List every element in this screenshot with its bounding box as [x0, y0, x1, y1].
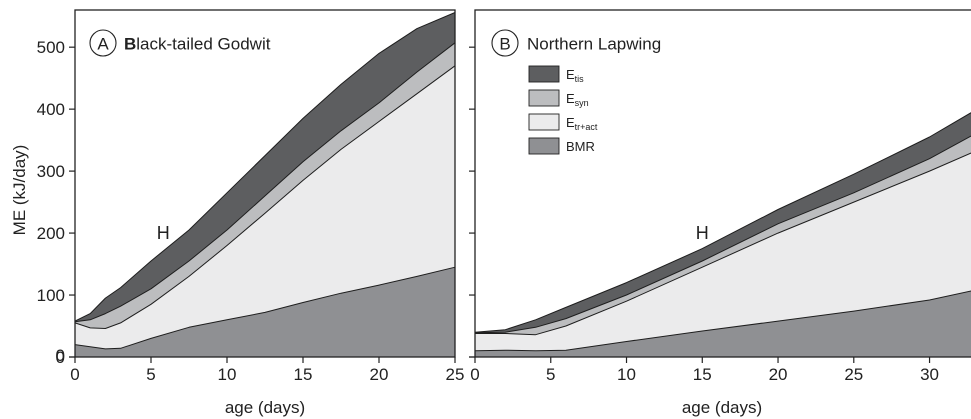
legend-label-e-syn: Esyn: [566, 91, 589, 108]
panel-a-x-axis-label: age (days): [225, 398, 305, 417]
panel-b-ticks: 0 5 10 15 20 25 30: [469, 46, 939, 384]
panel-b-area-e-tr-act: [474, 152, 971, 358]
legend-label-e-tis-base: E: [566, 67, 575, 82]
panel-b-area-bmr: [474, 290, 971, 358]
legend-label-e-tis-sub: tis: [575, 74, 585, 84]
legend-item-e-tr-act: Etr+act: [528, 113, 598, 132]
panel-a-title-rest: lack-tailed Godwit: [136, 35, 270, 54]
panel-b-x-axis-label: age (days): [682, 398, 762, 417]
panel-b-frame: [474, 9, 971, 358]
legend-item-e-syn: Esyn: [528, 89, 589, 108]
panel-a-area-e-tr-act: [74, 65, 456, 358]
panel-b-annotation-h: H: [696, 223, 709, 243]
legend-item-bmr: BMR: [528, 137, 595, 155]
panel-a-y-tick-label: 100: [37, 286, 65, 305]
panel-b-x-tick-label: 30: [920, 365, 939, 384]
panel-b-x-tick-label: 25: [844, 365, 863, 384]
legend-label-e-tr-act-sub: tr+act: [575, 122, 598, 132]
y-axis-label: ME (kJ/day): [10, 145, 29, 236]
legend-item-e-tis: Etis: [528, 65, 584, 84]
panel-b-x-tick-label: 15: [693, 365, 712, 384]
panel-a-x-tick-label: 20: [370, 365, 389, 384]
legend: Etis Esyn Etr+act BMR: [528, 65, 598, 155]
legend-swatch-bmr: [528, 137, 560, 155]
panel-a-area-bmr: [74, 266, 456, 358]
panel-a-x-tick-label: 0: [70, 365, 79, 384]
panel-b-x-tick-label: 10: [617, 365, 636, 384]
legend-label-e-syn-base: E: [566, 91, 575, 106]
legend-label-e-tr-act-base: E: [566, 115, 575, 130]
panel-b-title: Northern Lapwing: [527, 35, 661, 54]
panel-a-y-tick-label: 300: [37, 162, 65, 181]
panel-a-y-tick-label: 400: [37, 100, 65, 119]
panel-a-areas: [74, 12, 456, 358]
panel-a-frame: [74, 9, 456, 358]
legend-label-e-tis: Etis: [566, 67, 584, 84]
legend-swatch-e-syn: [528, 89, 560, 107]
panel-a-y-tick-label: 200: [37, 224, 65, 243]
panel-b-letter: B: [499, 35, 510, 54]
panel-a-letter-circle: [89, 29, 117, 57]
legend-label-e-syn-sub: syn: [575, 98, 589, 108]
panel-a-letter: A: [97, 35, 109, 54]
panel-a-y-tick-label-zero: 0: [56, 346, 65, 365]
panel-b-x-tick-label: 20: [769, 365, 788, 384]
panel-a-annotation-h: H: [157, 223, 170, 243]
panel-a-x-tick-label: 25: [446, 365, 465, 384]
legend-swatch-e-tis: [528, 65, 560, 83]
panel-b: 0 5 10 15 20 25 30 B Northern Lapwing H age (d…: [469, 9, 971, 417]
legend-label-e-tr-act: Etr+act: [566, 115, 598, 132]
panel-b-letter-circle: [491, 29, 519, 57]
panel-b-x-tick-label: 0: [470, 365, 479, 384]
legend-swatch-e-tr-act: [528, 113, 560, 131]
legend-label-bmr: BMR: [566, 139, 595, 154]
panel-a-y-tick-label: 0: [56, 348, 65, 367]
panel-a-title: Black-tailed Godwit: [124, 35, 271, 54]
panel-b-areas: [474, 112, 971, 358]
panel-a-x-tick-label: 10: [218, 365, 237, 384]
panel-a-x-tick-label: 5: [146, 365, 155, 384]
panel-b-x-tick-label: 5: [546, 365, 555, 384]
panel-a-title-initial: B: [124, 35, 136, 54]
panel-a-x-tick-label: 15: [294, 365, 313, 384]
panel-a-y-tick-label: 500: [37, 38, 65, 57]
